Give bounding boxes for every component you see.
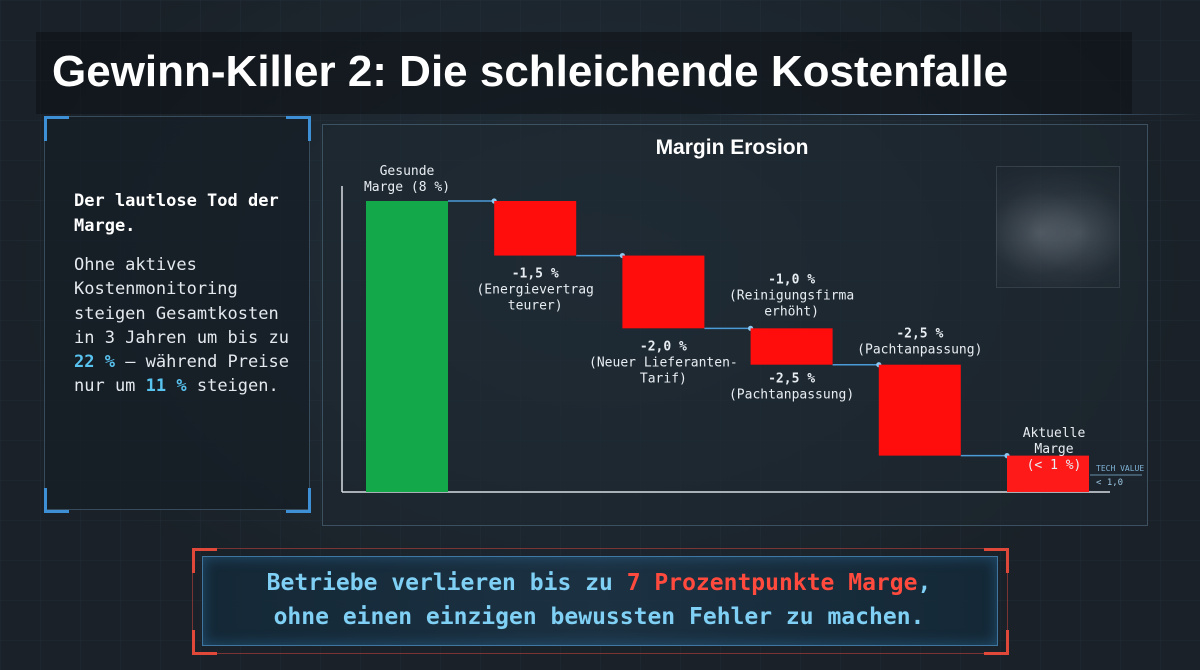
tech-value-readout: < 1,0: [1096, 478, 1123, 488]
banner-text: Betriebe verlieren bis zu 7 Prozentpunkt…: [202, 566, 996, 634]
panel-body: Ohne aktives Kostenmonitoring steigen Ge…: [74, 253, 299, 399]
xray-image-icon: [996, 166, 1120, 288]
bottom-banner-frame: [192, 548, 1008, 654]
banner-line2: ohne einen einzigen bewussten Fehler zu …: [273, 604, 925, 630]
title-glow-line: [700, 114, 1200, 115]
chart-title: Margin Erosion: [656, 136, 809, 159]
banner-part1: Betriebe verlieren bis zu: [266, 570, 627, 596]
label-cleaning-line-2: erhöht): [764, 304, 819, 319]
panel-corner-bottom-right: [286, 488, 311, 513]
label-start-line-1: Marge (8 %): [364, 180, 450, 195]
panel-corner-bottom-left: [44, 488, 69, 513]
label-supplier-line-2: Tarif): [640, 371, 687, 386]
title-bar: [36, 32, 1132, 114]
panel-corner-top-right: [286, 116, 311, 141]
tech-value-label: TECH VALUE: [1096, 464, 1144, 473]
label-energy-line-2: teurer): [508, 299, 563, 314]
label-start-line-0: Gesunde: [380, 164, 435, 179]
label-supplier-line-0: -2,0 %: [640, 339, 687, 354]
panel-body-part1: Ohne aktives Kostenmonitoring steigen Ge…: [74, 255, 289, 348]
panel-body-part3: steigen.: [186, 376, 279, 397]
label-cleaning-extra-line-1: (Pachtanpassung): [729, 388, 854, 403]
label-supplier-line-1: (Neuer Lieferanten-: [589, 355, 738, 370]
info-panel: [44, 116, 310, 510]
bar-supplier: [622, 255, 705, 329]
banner-corner-bottom-left: [192, 630, 217, 655]
panel-body-part2: – während Preise nur um: [74, 352, 289, 397]
page-title: Gewinn-Killer 2: Die schleichende Kosten…: [52, 47, 1009, 96]
label-lease-line-1: (Pachtanpassung): [857, 343, 982, 358]
price-increase-highlight: 11 %: [145, 376, 187, 397]
bar-lease: [878, 364, 961, 456]
label-end-line-1: Marge: [1034, 442, 1073, 457]
label-cleaning-line-0: -1,0 %: [768, 272, 815, 287]
panel-corner-top-left: [44, 116, 69, 141]
bottom-banner: [202, 556, 998, 646]
bar-cleaning: [750, 328, 833, 365]
banner-corner-top-right: [984, 548, 1009, 573]
label-end-line-2: (< 1 %): [1027, 458, 1082, 473]
banner-corner-top-left: [192, 548, 217, 573]
bar-start: [366, 201, 448, 492]
label-cleaning-extra-line-0: -2,5 %: [768, 372, 815, 387]
banner-highlight: 7 Prozentpunkte Marge: [626, 570, 918, 596]
banner-corner-bottom-right: [984, 630, 1009, 655]
bar-end: [1007, 455, 1089, 492]
label-end-line-0: Aktuelle: [1023, 426, 1086, 441]
label-cleaning-line-1: (Reinigungsfirma: [729, 288, 854, 303]
bar-energy: [494, 201, 577, 256]
cost-increase-highlight: 22 %: [74, 352, 115, 373]
label-energy-line-0: -1,5 %: [512, 267, 559, 282]
label-energy-line-1: (Energievertrag: [476, 283, 593, 298]
panel-heading: Der lautlose Tod der Marge.: [74, 191, 279, 236]
banner-part2: ,: [917, 570, 932, 596]
label-lease-line-0: -2,5 %: [896, 327, 943, 342]
